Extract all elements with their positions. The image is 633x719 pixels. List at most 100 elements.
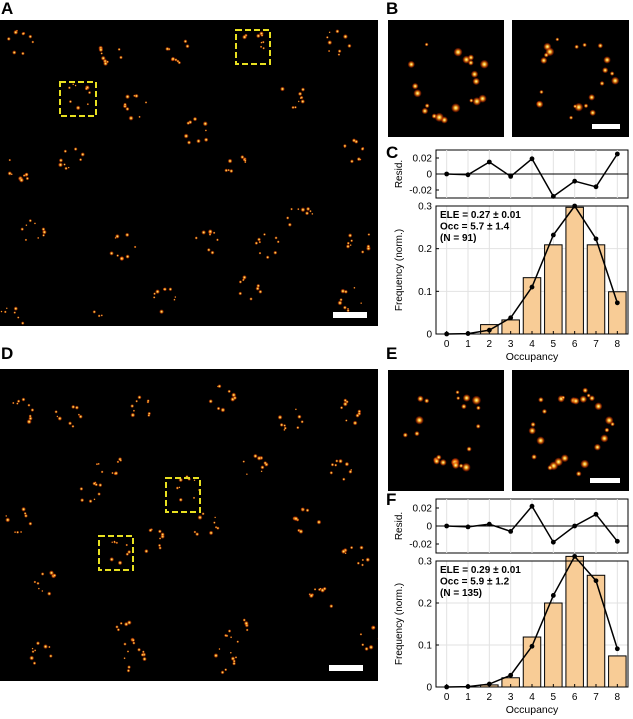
fluorescence-spot [402,432,408,438]
fluorescence-spot [327,40,333,45]
fluorescence-spot [24,238,28,242]
residual-point [444,523,450,529]
residual-point [508,529,514,534]
fluorescence-spot [305,206,311,212]
fluorescence-spot [29,655,35,661]
fluorescence-spot [193,479,196,482]
fluorescence-spot [297,414,302,419]
fluorescence-spot [293,105,297,109]
x-tick-label: 8 [615,339,621,350]
fluorescence-spot [25,176,30,181]
fluorescence-spot [258,240,262,244]
fluorescence-spot [297,207,300,211]
fluorescence-spot [242,275,247,280]
fluorescence-spot [80,498,85,503]
fluorescence-spot [466,446,472,452]
fluorescence-spot [361,643,365,647]
fluorescence-spot [3,310,7,314]
fluorescence-spot [125,106,130,112]
inset-e-right-canvas [528,387,615,477]
main-y-tick-label: 0 [426,330,432,341]
fit-point [572,553,578,559]
fluorescence-spot [421,107,429,115]
fluorescence-spot [48,654,53,658]
fluorescence-spot [16,530,20,534]
fluorescence-spot [309,209,312,213]
fluorescence-spot [301,507,304,511]
fluorescence-spot [207,229,213,234]
fluorescence-spot [328,31,331,34]
fluorescence-spot [360,147,365,151]
fluorescence-spot [132,409,136,412]
fluorescence-spot [456,396,461,401]
fluorescence-spot [24,513,28,518]
fluorescence-spot [201,512,205,516]
residual-y-tick-label: 0.02 [413,154,433,165]
fluorescence-spot [127,665,131,670]
fluorescence-spot [113,540,116,543]
fluorescence-spot [308,593,314,599]
fluorescence-spot [535,100,544,109]
fluorescence-spot [367,233,371,236]
fluorescence-spot [123,621,129,627]
fluorescence-spot [360,302,363,305]
micrograph-a-canvas [0,29,371,325]
fluorescence-spot [28,521,33,526]
histogram-bar [608,291,627,335]
fluorescence-spot [119,55,123,60]
x-axis-label: Occupancy [506,704,559,716]
fluorescence-spot [33,649,37,652]
fluorescence-spot [130,404,135,408]
residual-point [465,524,471,530]
fluorescence-spot [260,470,263,473]
fluorescence-spot [174,295,177,299]
fluorescence-spot [359,545,364,550]
fluorescence-spot [436,454,442,461]
fluorescence-spot [602,67,609,74]
fluorescence-spot [116,628,121,632]
fluorescence-spot [36,581,40,585]
fluorescence-spot [201,230,207,235]
fluorescence-spot [357,409,362,414]
fluorescence-spot [114,234,120,239]
fluorescence-spot [64,166,68,171]
fluorescence-spot [341,548,347,554]
main-y-tick-label: 0.1 [418,287,432,298]
histogram-bar [544,244,563,335]
fluorescence-spot [208,399,213,404]
fluorescence-spot [611,76,620,85]
fluorescence-spot [311,212,314,215]
fluorescence-spot [335,459,339,463]
fluorescence-spot [561,395,566,400]
histogram-bar [565,555,584,688]
main-y-tick-label: 0 [426,683,432,694]
fluorescence-spot [103,61,109,67]
fluorescence-spot [125,254,130,259]
residual-y-label: Resid. [394,160,405,188]
fluorescence-spot [134,93,139,99]
fluorescence-spot [28,218,33,223]
residual-point [614,538,620,544]
fluorescence-spot [216,385,220,388]
fluorescence-spot [165,46,170,51]
fluorescence-spot [58,158,64,163]
fluorescence-spot [346,308,350,313]
fluorescence-spot [216,238,219,242]
fluorescence-spot [225,634,229,638]
fluorescence-spot [280,86,285,92]
fluorescence-spot [216,406,221,411]
fluorescence-spot [32,661,37,665]
fluorescence-spot [597,43,604,49]
fluorescence-spot [131,638,136,642]
fluorescence-spot [146,399,150,403]
residual-y-tick-label: 0 [426,170,432,181]
fluorescence-spot [31,650,35,654]
chart-f: 0.02 0 -0.02 Resid. 0 0.1 0.2 0.3 Frequency (nor… [388,493,633,719]
fluorescence-spot [319,587,322,590]
fluorescence-spot [300,87,306,92]
fluorescence-spot [100,470,104,474]
residual-y-tick-label: 0.02 [413,504,433,515]
inset-b-right [512,20,629,137]
fluorescence-spot [140,653,145,657]
fluorescence-spot [98,483,103,488]
